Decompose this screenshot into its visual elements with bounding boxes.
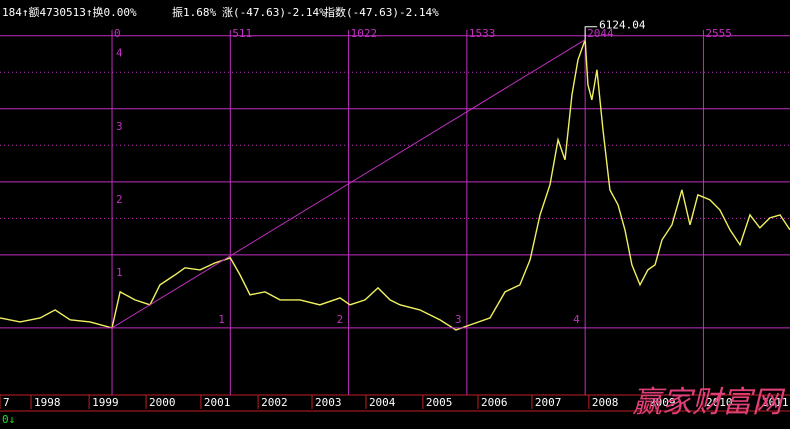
x-tick-label: 2044 (587, 27, 614, 40)
header-part: 指数(-47.63)-2.14% (324, 5, 439, 19)
x-tick-label: 1022 (351, 27, 378, 40)
x-tick-label: 1533 (469, 27, 496, 40)
x2-tick-label: 2010 (706, 396, 733, 409)
x-tick-label: 0 (114, 27, 121, 40)
y-tick-label: 4 (116, 47, 123, 60)
x2-tick-label: 2004 (369, 396, 396, 409)
price-line (0, 39, 790, 331)
annotation: 2 (337, 313, 344, 326)
peak-marker (584, 26, 598, 40)
x2-tick-label: 2011 (762, 396, 789, 409)
peak-label: 6124.04 (599, 19, 646, 32)
y-tick-label: 1 (116, 266, 123, 279)
annotation: 3 (455, 313, 462, 326)
header-part: 涨(-47.63)-2.14% (222, 6, 326, 19)
x2-tick-label: 2006 (481, 396, 508, 409)
x2-tick-label: 2008 (592, 396, 619, 409)
x-tick-label: 2555 (705, 27, 732, 40)
x2-tick-label: 2003 (315, 396, 342, 409)
x2-tick-label: 2000 (149, 396, 176, 409)
x-tick-label: 511 (232, 27, 252, 40)
indicator: 0↓ (2, 413, 15, 426)
annotation: 4 (573, 313, 580, 326)
x2-tick-label: 2009 (649, 396, 676, 409)
x2-tick-label: 1998 (34, 396, 61, 409)
header-part: 振1.68% (172, 5, 216, 19)
x2-tick-label: 2005 (426, 396, 453, 409)
header-part: 184↑额4730513↑换0.00% (2, 5, 137, 19)
trend-line (111, 39, 586, 329)
x2-tick-label: 2002 (261, 396, 288, 409)
x2-tick-label: 7 (3, 396, 10, 409)
annotation: 1 (218, 313, 225, 326)
y-tick-label: 2 (116, 193, 123, 206)
x2-tick-label: 1999 (92, 396, 119, 409)
watermark: 赢家财富网 (632, 385, 786, 420)
y-tick-label: 3 (116, 120, 123, 133)
x2-tick-label: 2001 (204, 396, 231, 409)
x2-tick-label: 2007 (535, 396, 562, 409)
